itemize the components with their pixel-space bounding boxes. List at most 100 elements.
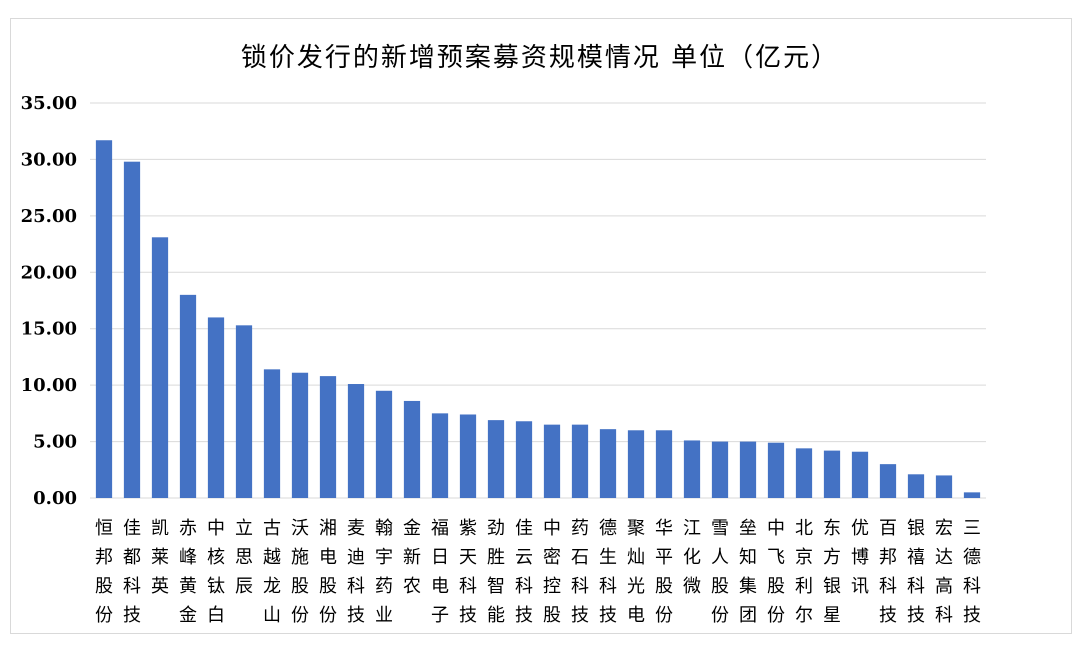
x-tick-char: 技 (571, 605, 589, 626)
x-tick-label: 优博讯 (851, 518, 869, 597)
x-tick-char: 银 (823, 576, 841, 597)
x-tick-char: 百 (879, 518, 897, 539)
x-tick-char: 沃 (291, 518, 309, 539)
bar (627, 430, 645, 498)
y-tick-label: 0.00 (33, 488, 77, 509)
x-tick-char: 紫 (459, 518, 477, 539)
x-tick-char: 恒 (95, 518, 113, 539)
x-tick-char: 股 (543, 605, 561, 626)
bar (207, 317, 225, 498)
x-tick-char: 科 (347, 576, 365, 597)
x-tick-char: 电 (319, 547, 337, 568)
x-tick-char: 科 (571, 576, 589, 597)
x-tick-char: 金 (403, 518, 421, 539)
x-tick-char: 东 (823, 518, 841, 539)
bar (403, 400, 421, 498)
x-tick-char: 翰 (375, 518, 393, 539)
bar (235, 325, 253, 498)
x-tick-char: 胜 (487, 547, 505, 568)
x-tick-char: 聚 (627, 518, 645, 539)
bar (263, 369, 281, 498)
x-tick-char: 山 (263, 605, 281, 626)
x-tick-char: 江 (683, 518, 701, 539)
x-tick-char: 博 (851, 547, 869, 568)
x-tick-char: 日 (431, 547, 449, 568)
x-tick-char: 福 (431, 518, 449, 539)
x-tick-char: 科 (879, 576, 897, 597)
x-tick-char: 份 (291, 605, 309, 626)
x-tick-char: 达 (935, 547, 953, 568)
x-tick-char: 德 (599, 518, 617, 539)
bar (431, 413, 449, 498)
bar (711, 441, 729, 498)
bar (879, 464, 897, 498)
x-tick-char: 禧 (907, 547, 925, 568)
x-tick-char: 能 (487, 605, 505, 626)
bar (683, 440, 701, 498)
x-tick-char: 星 (823, 605, 841, 626)
x-tick-char: 德 (963, 547, 981, 568)
x-tick-char: 股 (291, 576, 309, 597)
x-tick-char: 生 (599, 547, 617, 568)
y-tick-label: 25.00 (21, 206, 77, 227)
bar (823, 450, 841, 498)
x-tick-char: 智 (487, 576, 505, 597)
x-tick-char: 北 (795, 518, 813, 539)
x-tick-char: 电 (627, 605, 645, 626)
bar (487, 420, 505, 498)
x-tick-char: 麦 (347, 518, 365, 539)
x-tick-char: 云 (515, 547, 533, 568)
x-tick-char: 中 (543, 518, 561, 539)
x-tick-char: 龙 (263, 576, 281, 597)
x-tick-label: 金新农 (403, 518, 421, 597)
x-tick-char: 黄 (179, 576, 197, 597)
x-tick-char: 灿 (627, 547, 645, 568)
x-tick-char: 份 (95, 605, 113, 626)
x-tick-label: 凯莱英 (151, 518, 169, 597)
y-tick-label: 20.00 (21, 262, 77, 283)
x-tick-char: 科 (459, 576, 477, 597)
x-tick-char: 控 (543, 576, 561, 597)
bar (291, 372, 309, 498)
x-tick-char: 飞 (767, 547, 785, 568)
x-tick-char: 白 (207, 605, 225, 626)
x-tick-char: 石 (571, 547, 589, 568)
x-tick-char: 利 (795, 576, 813, 597)
x-tick-char: 股 (711, 576, 729, 597)
bar (599, 429, 617, 498)
x-tick-char: 科 (963, 576, 981, 597)
x-tick-char: 平 (655, 547, 673, 568)
x-tick-char: 高 (935, 576, 953, 597)
x-tick-char: 股 (767, 576, 785, 597)
x-tick-char: 宏 (935, 518, 953, 539)
x-tick-char: 份 (767, 605, 785, 626)
x-tick-char: 越 (263, 547, 281, 568)
y-tick-label: 30.00 (21, 149, 77, 170)
x-tick-char: 方 (823, 547, 841, 568)
bar (459, 414, 477, 498)
y-tick-label: 35.00 (21, 93, 77, 114)
bar (907, 474, 925, 498)
x-tick-char: 中 (207, 518, 225, 539)
x-tick-char: 中 (767, 518, 785, 539)
x-tick-char: 科 (123, 576, 141, 597)
y-tick-label: 10.00 (21, 375, 77, 396)
bar (515, 421, 533, 498)
bar (935, 475, 953, 498)
bar (375, 390, 393, 498)
x-tick-char: 技 (459, 605, 477, 626)
x-tick-char: 三 (963, 518, 981, 539)
x-tick-char: 科 (515, 576, 533, 597)
bars (95, 140, 981, 499)
